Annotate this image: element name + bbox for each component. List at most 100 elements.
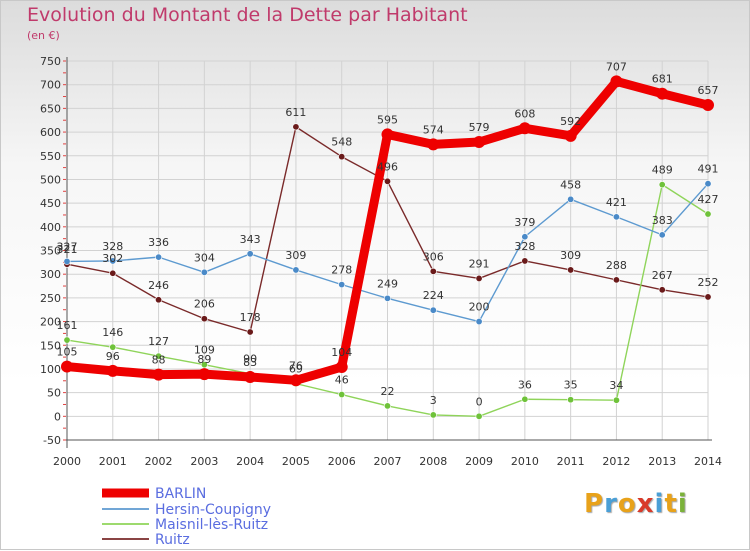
data-point [473, 136, 486, 149]
x-tick-label: 2011 [557, 455, 585, 468]
data-point [658, 231, 666, 239]
x-tick-label: 2005 [282, 455, 310, 468]
data-label: 489 [652, 164, 673, 177]
data-point [338, 391, 346, 399]
data-label: 548 [331, 136, 352, 149]
data-point [381, 128, 394, 141]
data-point [429, 267, 437, 275]
data-label: 89 [197, 353, 211, 366]
logo-letter: i [654, 489, 665, 519]
legend-label: BARLIN [155, 486, 206, 502]
data-label: 252 [698, 276, 719, 289]
data-label: 127 [148, 335, 169, 348]
legend-label: Ruitz [155, 532, 190, 548]
data-point [383, 177, 391, 185]
data-label: 200 [469, 301, 490, 314]
data-label: 0 [476, 395, 483, 408]
y-tick-label: 450 [40, 197, 61, 210]
data-point [610, 75, 623, 88]
y-tick-label: 200 [40, 316, 61, 329]
data-point [521, 395, 529, 403]
data-label: 421 [606, 196, 627, 209]
data-label: 224 [423, 289, 444, 302]
data-point [475, 318, 483, 326]
data-label: 90 [243, 353, 257, 366]
data-point [109, 269, 117, 277]
x-tick-label: 2000 [53, 455, 81, 468]
data-label: 88 [152, 354, 166, 367]
data-point [704, 210, 712, 218]
data-point [518, 122, 531, 135]
data-point [658, 181, 666, 189]
data-point [155, 296, 163, 304]
y-tick-label: 550 [40, 150, 61, 163]
data-label: 278 [331, 264, 352, 277]
x-tick-label: 2004 [236, 455, 264, 468]
data-label: 611 [285, 106, 306, 119]
data-point [612, 276, 620, 284]
logo-letter: x [636, 489, 655, 519]
data-point [289, 374, 302, 387]
data-point [63, 336, 71, 344]
y-tick-label: 250 [40, 292, 61, 305]
x-tick-label: 2014 [694, 455, 722, 468]
data-point [612, 396, 620, 404]
data-label: 249 [377, 277, 398, 290]
data-point [246, 328, 254, 336]
data-point [152, 368, 165, 381]
data-label: 109 [194, 344, 215, 357]
data-point [427, 138, 440, 151]
data-label: 267 [652, 269, 673, 282]
data-point [200, 268, 208, 276]
data-label: 309 [560, 249, 581, 262]
logo-letter: o [617, 489, 637, 519]
data-point [567, 195, 575, 203]
data-label: 306 [423, 250, 444, 263]
data-label: 302 [102, 252, 123, 265]
logo-letter: P [584, 489, 605, 519]
x-tick-label: 2012 [602, 455, 630, 468]
data-label: 491 [698, 163, 719, 176]
data-point [656, 87, 669, 100]
data-point [704, 293, 712, 301]
y-tick-label: 0 [54, 410, 61, 423]
data-label: 104 [331, 346, 352, 359]
data-label: 681 [652, 73, 673, 86]
data-label: 309 [285, 249, 306, 262]
data-label: 105 [57, 346, 78, 359]
data-point [702, 99, 714, 112]
data-point [338, 281, 346, 289]
data-label: 178 [240, 311, 261, 324]
y-tick-label: 650 [40, 102, 61, 115]
legend-label: Maisnil-lès-Ruitz [155, 517, 268, 533]
y-tick-label: 500 [40, 173, 61, 186]
data-point [155, 253, 163, 261]
data-label: 96 [106, 350, 120, 363]
proxiti-logo: Proxiti [584, 489, 688, 519]
data-point [564, 129, 577, 142]
data-point [429, 306, 437, 314]
data-label: 46 [335, 374, 349, 387]
y-tick-label: 100 [40, 363, 61, 376]
data-label: 22 [381, 385, 395, 398]
x-tick-label: 2010 [511, 455, 539, 468]
data-point [244, 370, 257, 383]
data-point [109, 257, 117, 265]
data-label: 161 [57, 319, 78, 332]
x-tick-label: 2009 [465, 455, 493, 468]
data-point [475, 274, 483, 282]
data-label: 83 [243, 356, 257, 369]
data-point [567, 266, 575, 274]
data-label: 288 [606, 259, 627, 272]
data-point [612, 213, 620, 221]
data-label: 427 [698, 193, 719, 206]
data-label: 592 [560, 115, 581, 128]
data-label: 707 [606, 60, 627, 73]
chart-title: Evolution du Montant de la Dette par Hab… [27, 4, 468, 26]
data-label: 383 [652, 214, 673, 227]
y-tick-label: 400 [40, 221, 61, 234]
y-tick-label: 300 [40, 268, 61, 281]
data-point [429, 411, 437, 419]
data-point [521, 257, 529, 265]
